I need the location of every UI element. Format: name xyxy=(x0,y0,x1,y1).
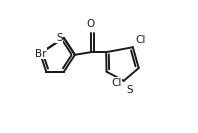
Text: Cl: Cl xyxy=(135,36,146,45)
Text: Cl: Cl xyxy=(111,78,122,88)
Text: S: S xyxy=(126,85,132,95)
Text: Br: Br xyxy=(34,49,46,59)
Text: S: S xyxy=(56,33,63,43)
Text: O: O xyxy=(87,19,95,29)
